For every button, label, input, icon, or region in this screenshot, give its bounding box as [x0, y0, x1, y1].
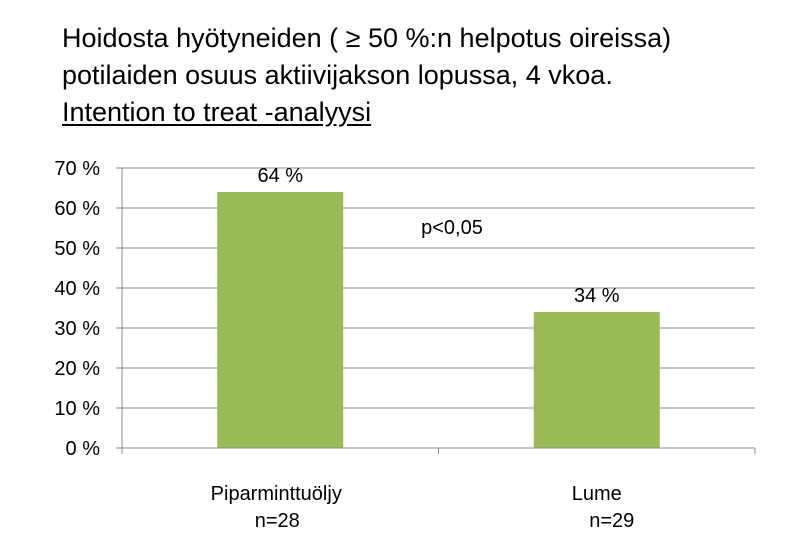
axes: [116, 167, 756, 454]
title-line-3: Intention to treat -analyysi: [62, 97, 372, 127]
bar-1: [217, 192, 344, 448]
chart-title: Hoidosta hyötyneiden ( ≥ 50 %:n helpotus…: [62, 20, 671, 131]
p-value-annotation: p<0,05: [421, 217, 483, 239]
y-tick-label: 10 %: [54, 398, 100, 420]
title-line-2: potilaiden osuus aktiivijakson lopussa, …: [62, 60, 613, 90]
y-tick-label: 50 %: [54, 238, 100, 260]
data-label: 64 %: [257, 165, 303, 187]
category-label: Piparminttuöljy: [211, 483, 342, 505]
title-line-1: Hoidosta hyötyneiden ( ≥ 50 %:n helpotus…: [62, 23, 672, 53]
y-tick-label: 30 %: [54, 318, 100, 340]
category-sublabel: n=29: [589, 510, 634, 532]
y-tick-label: 40 %: [54, 278, 100, 300]
data-label: 34 %: [574, 285, 620, 307]
gridlines: [122, 167, 755, 409]
category-sublabel: n=28: [255, 510, 300, 532]
y-tick-label: 70 %: [54, 158, 100, 180]
y-tick-label: 0 %: [66, 438, 101, 460]
bar-2: [533, 312, 660, 448]
labels: 0 % 10 % 20 % 30 % 40 % 50 % 60 % 70 % 64 % Pipar…: [54, 158, 634, 532]
category-label: Lume: [572, 483, 622, 505]
y-tick-label: 20 %: [54, 358, 100, 380]
bars: [217, 192, 660, 448]
y-tick-label: 60 %: [54, 198, 100, 220]
